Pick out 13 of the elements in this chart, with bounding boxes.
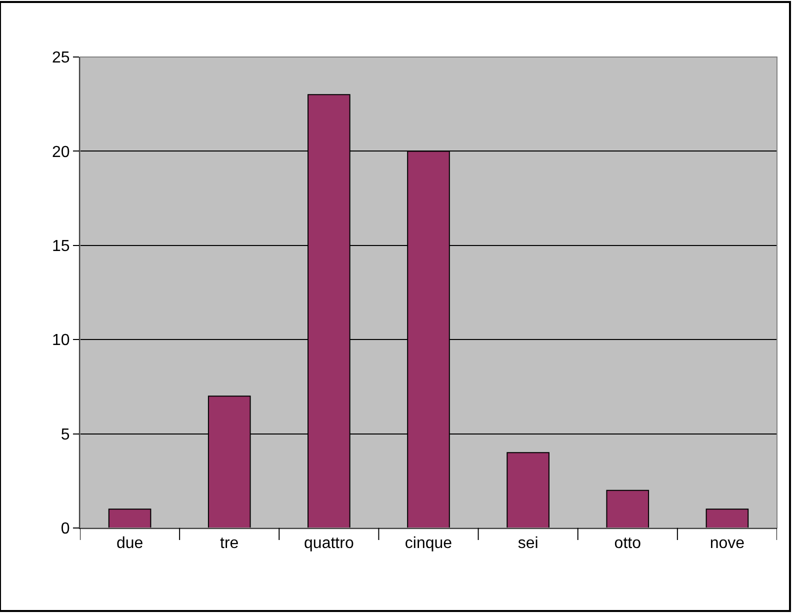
x-tick-label: cinque: [404, 535, 452, 552]
y-tick-label: 5: [60, 426, 70, 444]
x-tick-label: due: [116, 535, 144, 552]
x-tick-label: quattro: [304, 535, 354, 552]
x-tick-label: tre: [220, 535, 239, 552]
y-tick-label: 15: [52, 238, 70, 255]
x-tick-label: nove: [710, 535, 745, 552]
x-tick-label: otto: [614, 535, 642, 552]
y-tick-label: 25: [52, 50, 70, 67]
x-tick-label: sei: [518, 535, 538, 552]
y-tick-label: 0: [60, 520, 70, 538]
y-tick-label: 20: [52, 144, 70, 161]
y-tick-label: 10: [52, 332, 70, 350]
